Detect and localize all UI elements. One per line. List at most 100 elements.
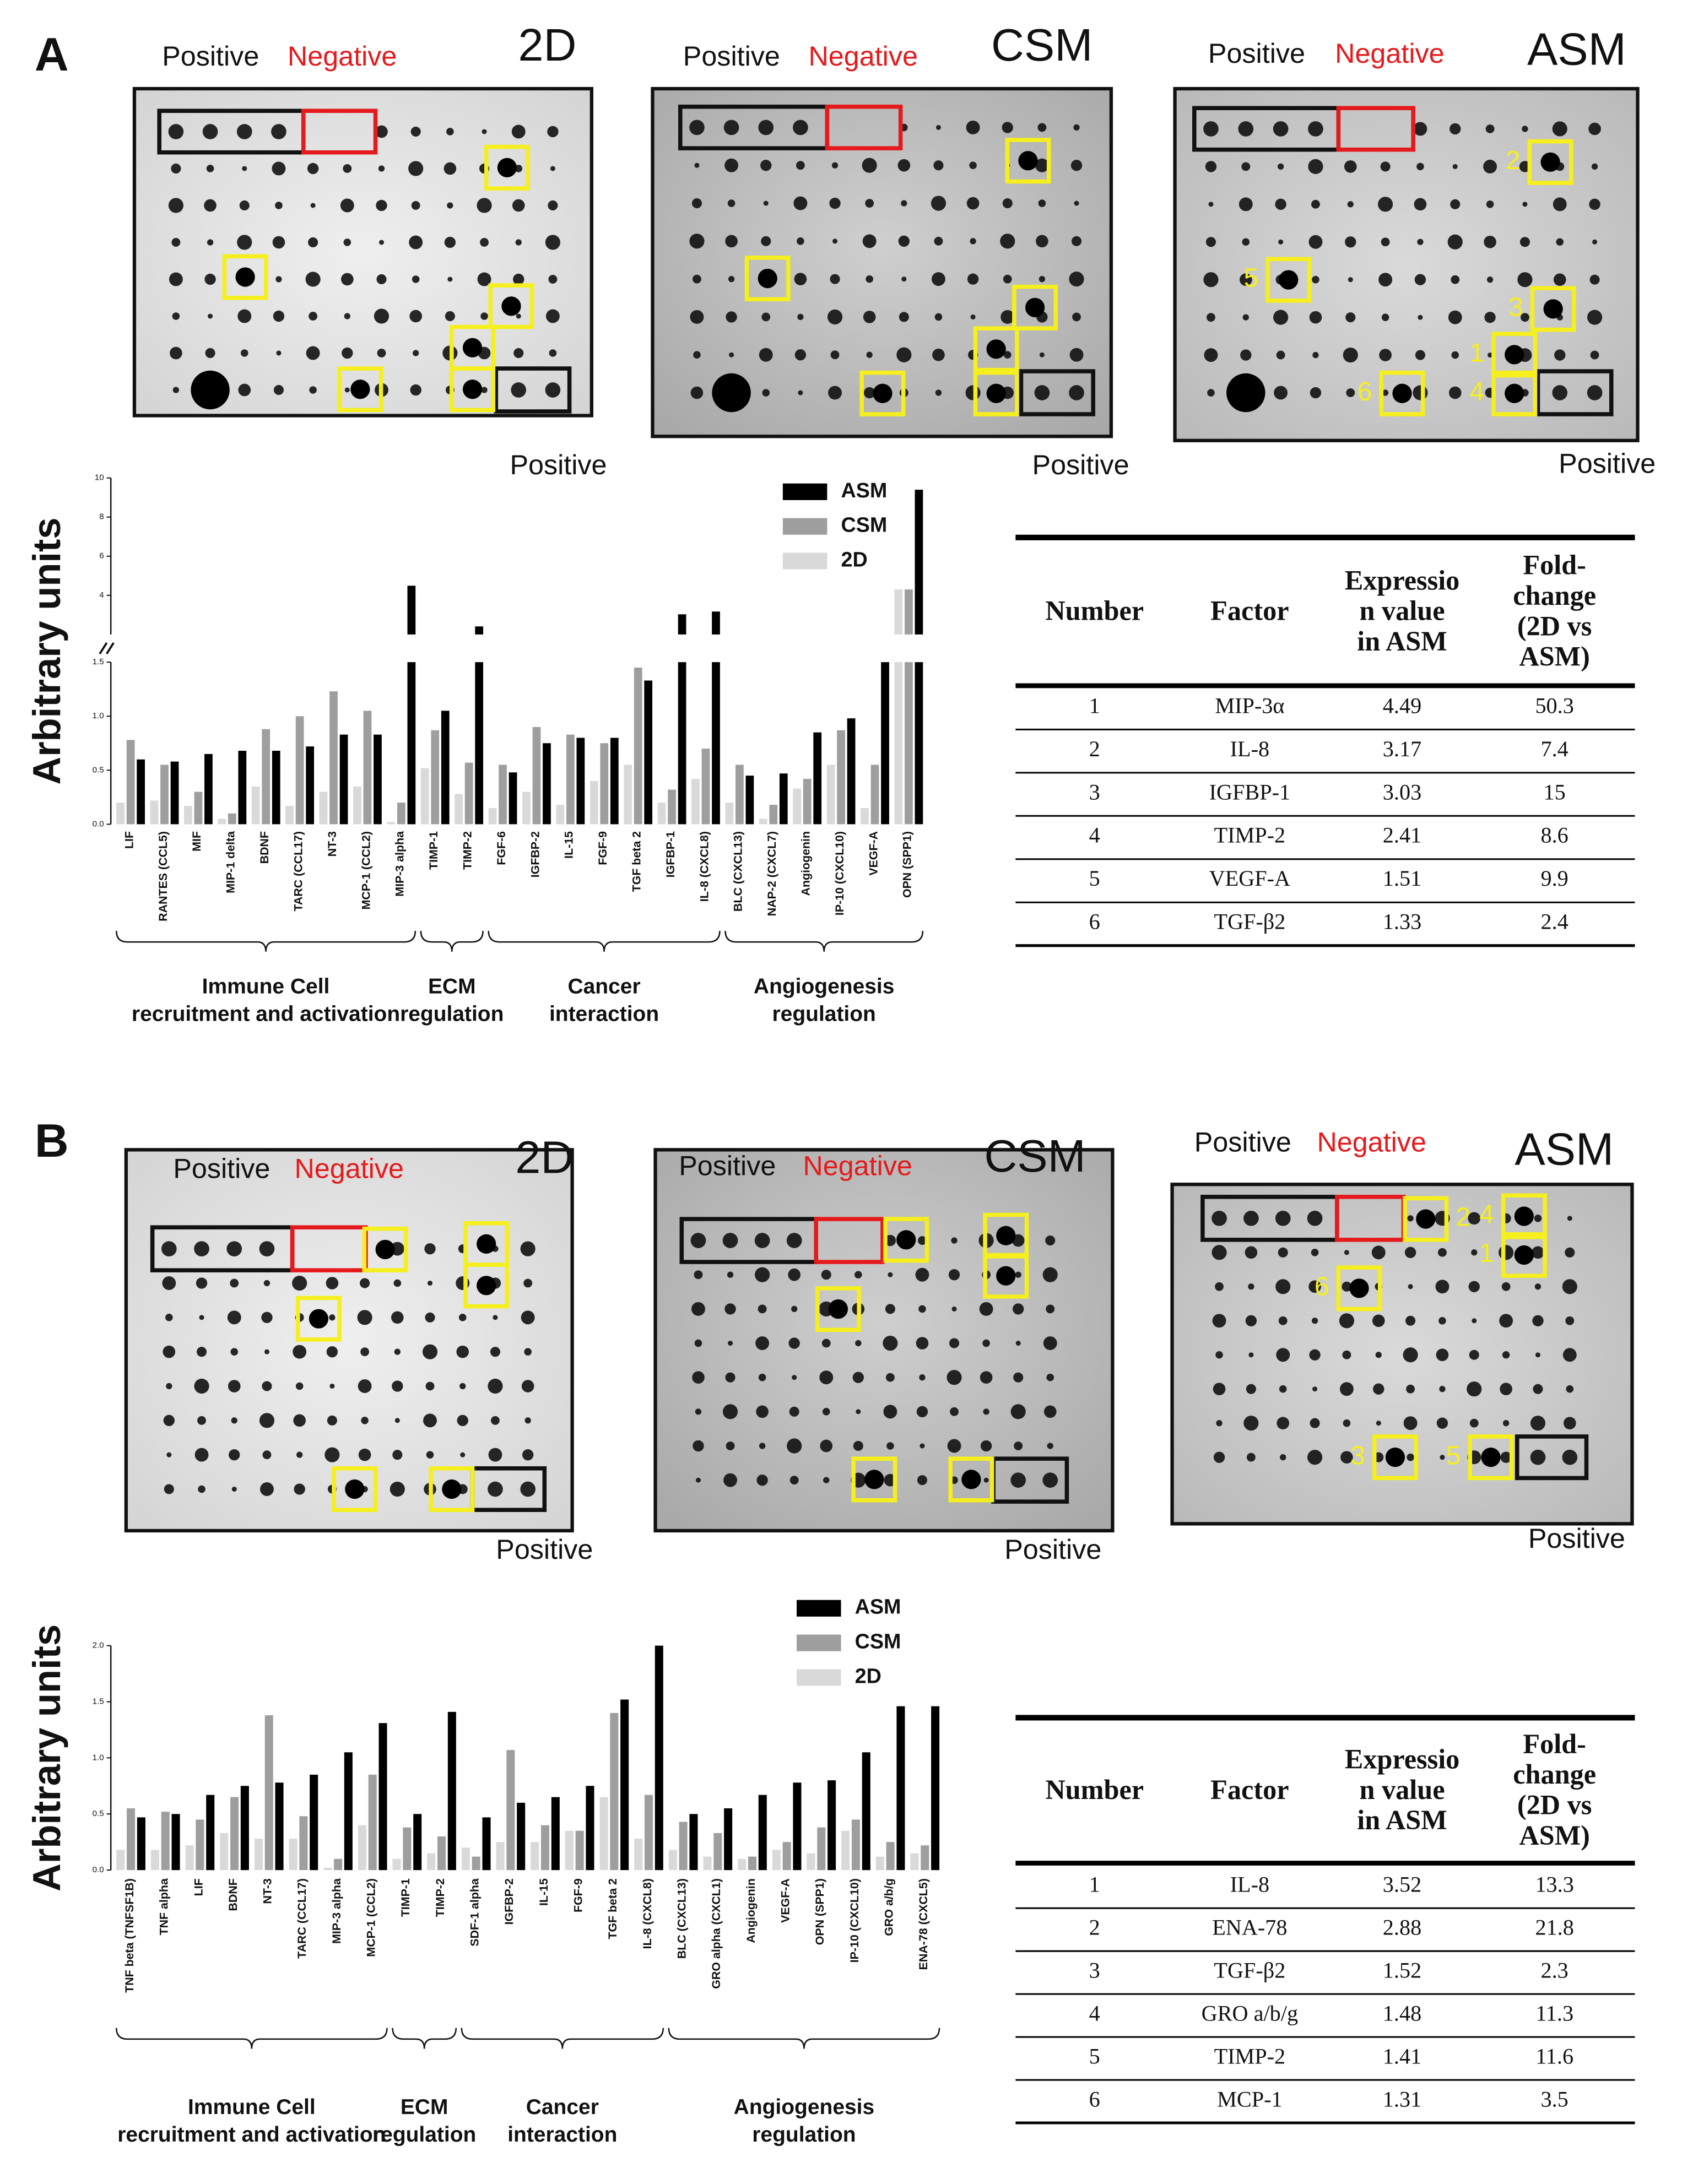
negative-label: Negative (809, 40, 918, 72)
positive-label: Positive (683, 40, 780, 72)
bar (482, 1817, 491, 1871)
bar (522, 792, 531, 825)
x-tick-label: OPN (SPP1) (813, 1878, 826, 1945)
group-bracket (668, 2028, 940, 2049)
bar (230, 1797, 239, 1871)
blot-dot (828, 386, 842, 400)
highlight-box (859, 370, 906, 416)
bar (126, 740, 135, 825)
blot-dot (819, 1370, 834, 1385)
marker-number: 4 (1479, 1200, 1494, 1229)
x-tick-label: NAP-2 (CXCL7) (765, 831, 778, 916)
blot-dot (1488, 353, 1493, 358)
table-cell: 3 (1089, 779, 1100, 804)
y-tick-label: 8 (99, 512, 104, 522)
bar (228, 813, 236, 825)
table-header: ASM) (1519, 1820, 1589, 1851)
blot-dot (259, 1241, 275, 1257)
blot-dot (979, 1302, 993, 1316)
blot-dot (427, 1280, 433, 1286)
blot-dot (918, 1305, 926, 1313)
blot-dot (524, 1417, 531, 1424)
bar (150, 1850, 159, 1871)
table-cell: 1.41 (1383, 2044, 1421, 2068)
blot-dot (1241, 162, 1251, 171)
blot-dot (511, 382, 527, 398)
blot-dot (1239, 273, 1252, 286)
table-cell: TGF-β2 (1214, 1958, 1285, 1982)
blot-dot (1013, 1372, 1024, 1383)
bar (881, 662, 889, 825)
bar (543, 743, 551, 825)
bar (725, 803, 734, 825)
blot-dot (1045, 1235, 1056, 1246)
blot-dot (1416, 1209, 1436, 1229)
y-tick-label: 10 (95, 473, 104, 483)
x-tick-label: TIMP-1 (427, 831, 440, 870)
blot-dot (459, 1383, 466, 1390)
blot-dot (1279, 270, 1299, 290)
table-cell: 3.5 (1540, 2087, 1568, 2111)
bar (170, 761, 179, 825)
x-tick-label: IGFBP-1 (664, 831, 677, 877)
x-tick-label: IL-15 (537, 1878, 550, 1906)
blot-dot (545, 382, 561, 398)
blot-dot (1435, 1280, 1450, 1294)
y-tick-label: 2.0 (93, 1641, 104, 1650)
blot-dot (1043, 1336, 1057, 1350)
blot-dot (1015, 1271, 1021, 1278)
blot-dot (1000, 310, 1015, 324)
blot-dot (695, 1408, 702, 1415)
blot-dot (1042, 1472, 1058, 1488)
blot-dot (1002, 122, 1013, 133)
blot-dot (896, 347, 912, 362)
marker-number: 2 (1456, 1203, 1470, 1232)
blot-dot (886, 1442, 894, 1450)
bar (413, 1814, 422, 1871)
table-header: change (1513, 580, 1596, 611)
blot-dot (166, 1452, 172, 1457)
blot-dot (793, 196, 808, 210)
bar (668, 789, 676, 825)
blot-dot (204, 199, 217, 212)
table-cell: 5 (1089, 2044, 1100, 2068)
legend-label: ASM (855, 1595, 901, 1618)
bar (218, 819, 226, 825)
blot-dot (1215, 1351, 1223, 1359)
highlight-box (973, 326, 1019, 372)
bar (576, 738, 585, 825)
x-tick-label: TARC (CCL17) (295, 1878, 309, 1959)
blot-dot (853, 1440, 863, 1451)
blot-dot (865, 199, 874, 208)
blot-dot (1339, 1313, 1354, 1329)
blot-dot (690, 1233, 706, 1248)
blot-dot (306, 346, 320, 360)
blot-dot (1345, 236, 1356, 248)
x-tick-label: RANTES (CCL5) (156, 831, 170, 922)
blot-dot (786, 1233, 802, 1248)
blot-dot (1307, 1450, 1323, 1465)
highlight-box (222, 254, 268, 300)
table-cell: 11.3 (1535, 2001, 1573, 2025)
group-label: Angiogenesis (754, 974, 895, 998)
blot-dot (163, 1345, 176, 1358)
blot-dot (862, 158, 877, 173)
marker-number: 5 (1446, 1441, 1461, 1470)
blot-dot (1273, 121, 1289, 137)
table-header: Fold- (1523, 1728, 1586, 1759)
table-cell: IL-8 (1230, 736, 1269, 761)
bar (724, 1808, 733, 1871)
blot-dot (442, 1479, 462, 1499)
blot-dot (854, 1271, 862, 1279)
blot-dot (1342, 1281, 1352, 1292)
blot-dot (897, 159, 911, 172)
highlight-box (744, 256, 791, 302)
blot-dot (1037, 123, 1047, 132)
positive-control-box (494, 366, 572, 414)
group-label: ECM (401, 2095, 448, 2119)
bar (894, 589, 903, 825)
blot-dot (1025, 297, 1045, 317)
bar (488, 808, 497, 825)
bar (262, 729, 271, 825)
blot-dot (1553, 273, 1566, 286)
